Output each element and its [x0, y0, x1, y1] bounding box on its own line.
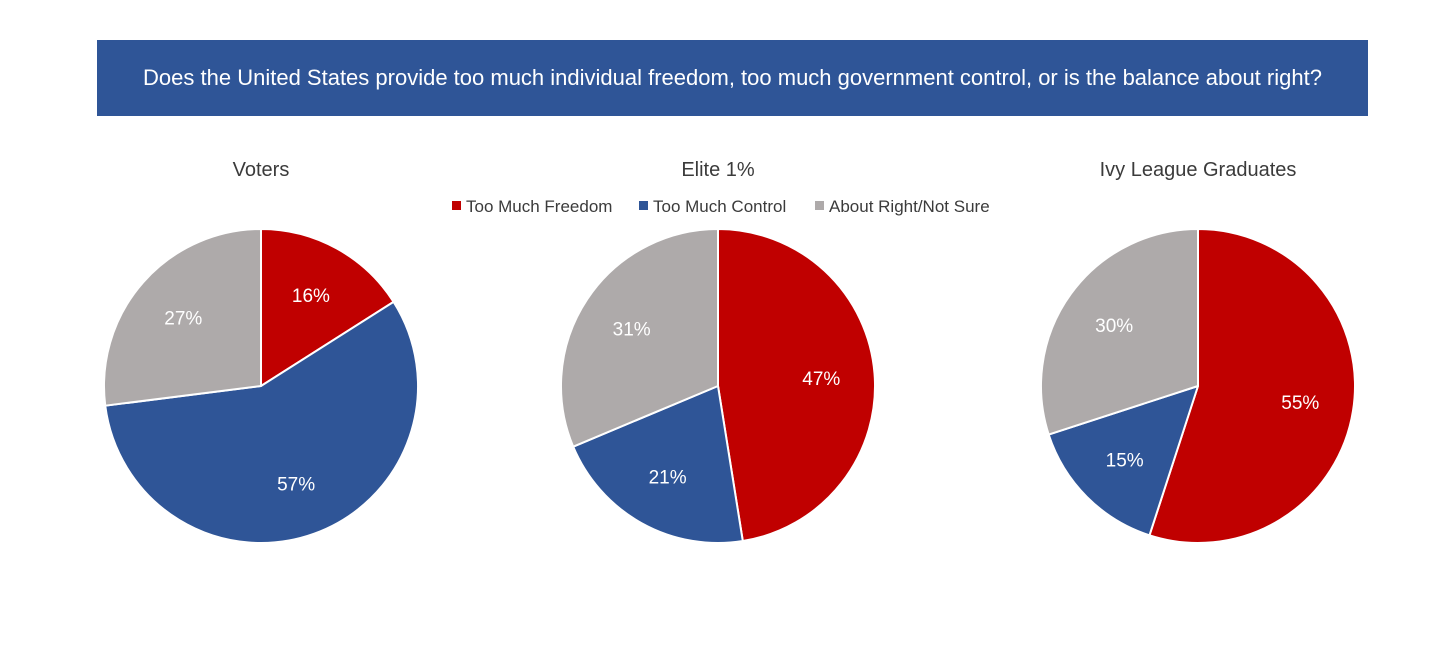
- pie-slice-about-right-not-sure: [103, 228, 262, 407]
- data-label: 31%: [613, 320, 651, 341]
- legend-label: Too Much Freedom: [466, 197, 612, 216]
- chart-title: Ivy League Graduates: [1100, 159, 1297, 181]
- question-text: Does the United States provide too much …: [143, 65, 1322, 90]
- pie-slice-too-much-freedom: [1148, 228, 1356, 544]
- pie-chart-elite-1: Elite 1% 47% 21% 31%: [559, 159, 876, 544]
- data-label: 16%: [292, 286, 330, 307]
- pie-slice-too-much-freedom: [717, 228, 876, 543]
- pie-chart-voters: Voters 16% 57% 27%: [103, 159, 419, 544]
- data-label: 27%: [164, 309, 202, 330]
- pie-slice-too-much-freedom: [260, 228, 395, 387]
- data-label: 15%: [1106, 450, 1144, 471]
- legend-item-too-much-freedom: Too Much Freedom: [452, 197, 612, 216]
- data-label: 57%: [277, 475, 315, 496]
- pie-slice-too-much-control: [572, 385, 744, 544]
- pie-slice-about-right-not-sure: [1040, 228, 1199, 436]
- legend-item-too-much-control: Too Much Control: [639, 197, 786, 216]
- data-label: 21%: [649, 468, 687, 489]
- legend-label: About Right/Not Sure: [829, 197, 990, 216]
- data-label: 47%: [802, 369, 840, 390]
- legend: Too Much Freedom Too Much Control About Ri…: [452, 197, 990, 216]
- legend-swatch: [639, 201, 648, 210]
- data-label: 30%: [1095, 316, 1133, 337]
- question-banner: Does the United States provide too much …: [97, 40, 1368, 116]
- pie-slice-too-much-control: [104, 300, 419, 544]
- pie-chart-ivy-league-graduates: Ivy League Graduates 55% 15% 30%: [1040, 159, 1356, 544]
- chart-title: Elite 1%: [681, 159, 755, 181]
- pie-slice-about-right-not-sure: [559, 228, 719, 448]
- legend-item-about-right-not-sure: About Right/Not Sure: [815, 197, 990, 216]
- data-label: 55%: [1281, 393, 1319, 414]
- legend-label: Too Much Control: [653, 197, 786, 216]
- legend-swatch: [452, 201, 461, 210]
- legend-swatch: [815, 201, 824, 210]
- chart-title: Voters: [233, 159, 290, 181]
